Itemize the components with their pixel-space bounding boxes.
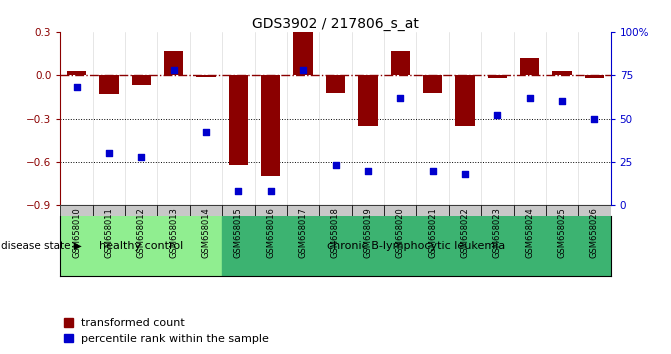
Bar [449, 205, 481, 216]
Point [103, 150, 114, 156]
Bar [488, 75, 507, 78]
Bar [93, 205, 125, 216]
Bar [513, 205, 546, 216]
Bar [197, 75, 216, 77]
Bar [60, 205, 93, 216]
Text: GSM658013: GSM658013 [169, 207, 178, 258]
Bar [481, 205, 513, 216]
Point [298, 67, 309, 73]
Bar [67, 71, 87, 75]
Text: GSM658017: GSM658017 [299, 207, 307, 258]
Text: GSM658011: GSM658011 [105, 207, 113, 258]
Point [71, 85, 82, 90]
Bar [261, 75, 280, 176]
Bar [125, 205, 158, 216]
Point [589, 116, 600, 121]
Point [492, 112, 503, 118]
Bar [190, 205, 222, 216]
Bar [455, 75, 474, 126]
Title: GDS3902 / 217806_s_at: GDS3902 / 217806_s_at [252, 17, 419, 31]
Bar [60, 216, 222, 276]
Point [136, 154, 147, 160]
Point [201, 130, 211, 135]
Bar [358, 75, 378, 126]
Bar [520, 58, 539, 75]
Text: GSM658010: GSM658010 [72, 207, 81, 258]
Text: GSM658016: GSM658016 [266, 207, 275, 258]
Bar [99, 75, 119, 94]
Bar [584, 75, 604, 78]
Point [168, 67, 179, 73]
Text: GSM658021: GSM658021 [428, 207, 437, 258]
Text: GSM658014: GSM658014 [201, 207, 211, 258]
Text: GSM658015: GSM658015 [234, 207, 243, 258]
Bar [384, 205, 417, 216]
Point [266, 189, 276, 194]
Bar [222, 205, 254, 216]
Bar [229, 75, 248, 165]
Text: GSM658019: GSM658019 [364, 207, 372, 258]
Bar [132, 75, 151, 85]
Point [460, 171, 470, 177]
Text: GSM658023: GSM658023 [493, 207, 502, 258]
Point [330, 162, 341, 168]
Text: GSM658026: GSM658026 [590, 207, 599, 258]
Text: disease state ▶: disease state ▶ [1, 241, 82, 251]
Bar [164, 51, 183, 75]
Text: healthy control: healthy control [99, 241, 183, 251]
Point [524, 95, 535, 101]
Bar [578, 205, 611, 216]
Point [395, 95, 405, 101]
Text: GSM658020: GSM658020 [396, 207, 405, 258]
Text: GSM658012: GSM658012 [137, 207, 146, 258]
Bar [254, 205, 287, 216]
Bar [293, 32, 313, 75]
Point [427, 168, 438, 173]
Bar [352, 205, 384, 216]
Bar [423, 75, 442, 93]
Bar [326, 75, 345, 93]
Bar [391, 51, 410, 75]
Text: GSM658018: GSM658018 [331, 207, 340, 258]
Bar [552, 71, 572, 75]
Text: GSM658022: GSM658022 [460, 207, 470, 258]
Text: GSM658025: GSM658025 [558, 207, 566, 258]
Bar [222, 216, 611, 276]
Bar [546, 205, 578, 216]
Text: GSM658024: GSM658024 [525, 207, 534, 258]
Bar [417, 205, 449, 216]
Text: chronic B-lymphocytic leukemia: chronic B-lymphocytic leukemia [327, 241, 505, 251]
Bar [158, 205, 190, 216]
Legend: transformed count, percentile rank within the sample: transformed count, percentile rank withi… [59, 314, 274, 348]
Point [362, 168, 373, 173]
Bar [319, 205, 352, 216]
Point [557, 98, 568, 104]
Bar [287, 205, 319, 216]
Point [233, 189, 244, 194]
